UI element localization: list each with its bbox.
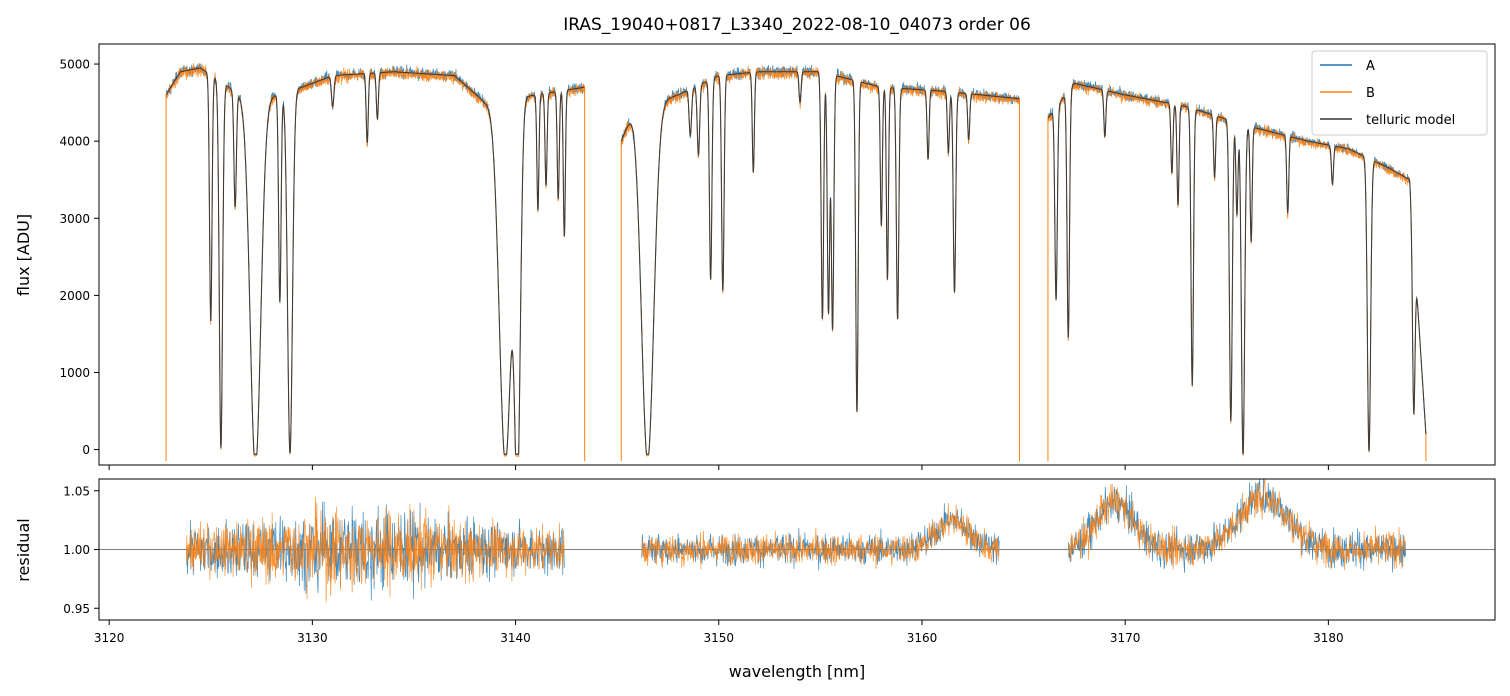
chart-title: IRAS_19040+0817_L3340_2022-08-10_04073 o… — [563, 15, 1031, 35]
top-y-tick-label-5: 5000 — [59, 58, 90, 72]
legend: A B telluric model — [1311, 50, 1488, 136]
legend-label-b: B — [1366, 86, 1375, 101]
residual-b-residual-segment-1 — [186, 497, 565, 603]
top-y-tick-label-1: 1000 — [59, 366, 90, 380]
top-y-tick-label-4: 4000 — [59, 135, 90, 149]
top-panel: 0 1000 2000 3000 4000 5000 flux [ADU] A B tel… — [14, 43, 1496, 470]
top-x-axis-ticks — [108, 465, 1329, 470]
legend-box — [1311, 50, 1488, 136]
telluric-model-segment-2 — [620, 71, 1020, 455]
bottom-y-tick-label-0: 0.95 — [63, 602, 90, 616]
x-tick-label-5: 3170 — [1110, 631, 1141, 645]
top-y-tick-label-2: 2000 — [59, 289, 90, 303]
legend-label-telluric-model: telluric model — [1366, 113, 1455, 128]
x-tick-label-1: 3130 — [297, 631, 328, 645]
x-axis-label: wavelength [nm] — [729, 662, 866, 681]
x-tick-label-3: 3150 — [703, 631, 734, 645]
top-y-axis-label: flux [ADU] — [14, 214, 33, 296]
residual-b-residual-segment-2 — [641, 503, 1000, 570]
bottom-y-tick-label-2: 1.05 — [63, 484, 90, 498]
top-y-axis: 0 1000 2000 3000 4000 5000 — [59, 58, 99, 457]
top-y-tick-label-3: 3000 — [59, 212, 90, 226]
bottom-plot-area — [99, 479, 1495, 603]
legend-label-a: A — [1366, 59, 1375, 74]
x-tick-label-2: 3140 — [500, 631, 531, 645]
top-y-tick-label-0: 0 — [82, 443, 90, 457]
telluric-model-segment-1 — [165, 67, 585, 455]
bottom-y-axis: 0.95 1.00 1.05 — [63, 484, 99, 616]
x-tick-label-6: 3180 — [1313, 631, 1344, 645]
series-b-segment-3 — [1047, 80, 1427, 456]
bottom-y-axis-label: residual — [14, 518, 33, 581]
x-tick-label-0: 3120 — [94, 631, 125, 645]
top-plot-area — [165, 62, 1427, 462]
top-panel-frame — [98, 43, 1496, 466]
telluric-model-segment-3 — [1047, 82, 1427, 455]
bottom-y-tick-label-1: 1.00 — [63, 543, 90, 557]
x-tick-label-4: 3160 — [907, 631, 938, 645]
residual-a-residual-segment-2 — [641, 503, 1000, 571]
bottom-panel: 0.95 1.00 1.05 3120 3130 3140 3150 3160 3170 318… — [14, 478, 1496, 645]
bottom-x-axis: 3120 3130 3140 3150 3160 3170 3180 — [94, 620, 1344, 645]
residual-b-residual-segment-3 — [1067, 479, 1406, 571]
